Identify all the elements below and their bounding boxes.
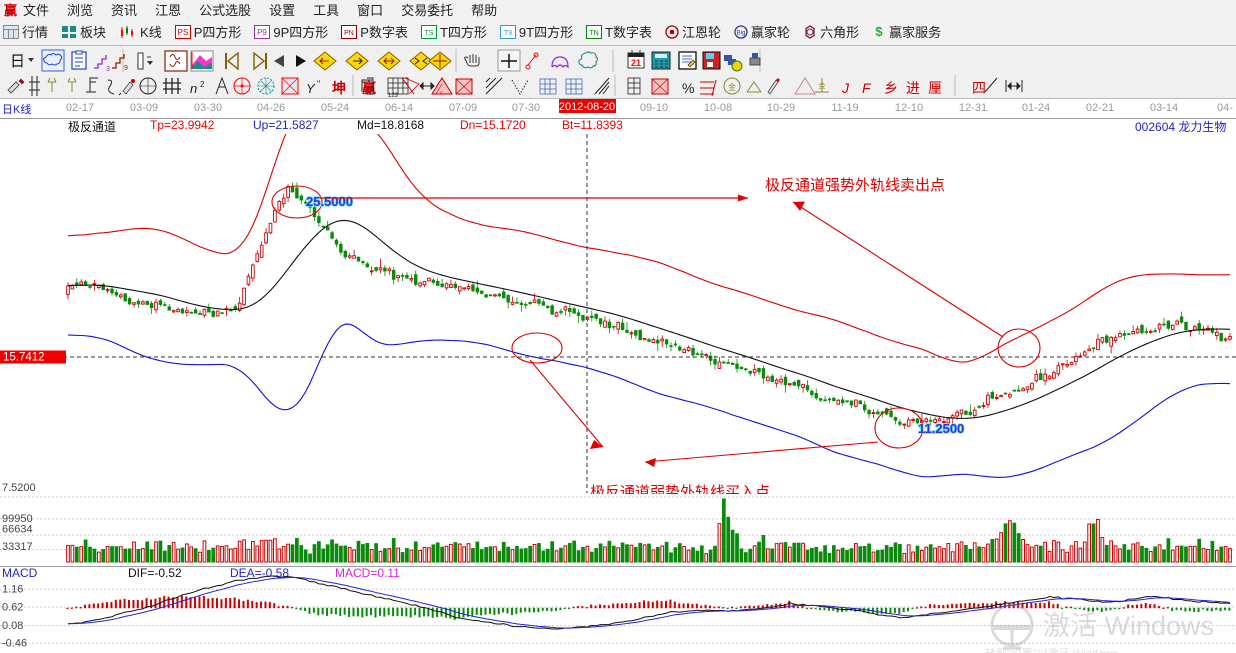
svg-text:12-31: 12-31 xyxy=(959,102,987,114)
svg-text:03-14: 03-14 xyxy=(1150,102,1178,114)
svg-text:04-26: 04-26 xyxy=(257,102,285,114)
svg-text:PN: PN xyxy=(344,30,354,37)
svg-text:金: 金 xyxy=(819,81,826,90)
svg-text:MACD=0.11: MACD=0.11 xyxy=(335,566,400,580)
svg-text:进: 进 xyxy=(906,80,920,96)
svg-text:TS: TS xyxy=(424,30,433,37)
svg-text:02-17: 02-17 xyxy=(66,102,94,114)
svg-text:极反通道强势外轨线卖出点: 极反通道强势外轨线卖出点 xyxy=(765,177,945,194)
svg-text:金: 金 xyxy=(728,82,736,92)
svg-text:Big: Big xyxy=(737,30,746,36)
svg-text:TN: TN xyxy=(589,30,598,37)
svg-text:12-10: 12-10 xyxy=(895,102,923,114)
svg-text:0.62: 0.62 xyxy=(2,601,23,613)
svg-text:F: F xyxy=(862,80,872,96)
svg-text:P9: P9 xyxy=(257,28,267,37)
svg-text:33317: 33317 xyxy=(2,541,33,553)
svg-text:DIF=-0.52: DIF=-0.52 xyxy=(128,566,182,580)
svg-text:J: J xyxy=(841,80,850,96)
svg-text:04-: 04- xyxy=(1217,102,1233,114)
svg-text:$: $ xyxy=(875,25,883,39)
svg-text:四: 四 xyxy=(972,80,986,96)
svg-text:07-09: 07-09 xyxy=(449,102,477,114)
svg-text:06-14: 06-14 xyxy=(385,102,413,114)
svg-text:MACD: MACD xyxy=(2,566,38,580)
svg-text:Y: Y xyxy=(306,81,316,96)
svg-text:2: 2 xyxy=(200,80,205,89)
svg-text:25.5000: 25.5000 xyxy=(306,194,353,209)
svg-text:07-30: 07-30 xyxy=(512,102,540,114)
svg-text:11-19: 11-19 xyxy=(831,102,858,114)
svg-text:15.7412: 15.7412 xyxy=(3,352,45,364)
svg-text:9: 9 xyxy=(124,65,128,72)
svg-text:0.08: 0.08 xyxy=(2,620,23,632)
svg-text:PS: PS xyxy=(177,28,188,37)
svg-text:01-24: 01-24 xyxy=(1022,102,1050,114)
svg-text:10-29: 10-29 xyxy=(767,102,795,114)
svg-text:09-10: 09-10 xyxy=(640,102,668,114)
svg-text:11.2500: 11.2500 xyxy=(918,421,964,436)
svg-text:乡: 乡 xyxy=(884,80,898,96)
svg-text:日: 日 xyxy=(10,53,25,70)
svg-text:厘: 厘 xyxy=(928,80,942,96)
svg-text:10-08: 10-08 xyxy=(704,102,732,114)
svg-text:-0.46: -0.46 xyxy=(2,638,27,650)
svg-text:n: n xyxy=(190,81,197,96)
svg-text:2012-08-20: 2012-08-20 xyxy=(559,101,615,113)
svg-text:03-09: 03-09 xyxy=(130,102,158,114)
svg-text:21: 21 xyxy=(631,58,641,68)
svg-text:3: 3 xyxy=(106,66,110,73)
svg-text:": " xyxy=(317,79,320,89)
svg-text:%: % xyxy=(682,80,694,96)
svg-text:02-21: 02-21 xyxy=(1086,102,1114,114)
svg-text:05-24: 05-24 xyxy=(321,102,349,114)
svg-text:66634: 66634 xyxy=(2,523,33,535)
svg-text:03-30: 03-30 xyxy=(194,102,222,114)
svg-text:T9: T9 xyxy=(504,30,512,37)
svg-text:坤: 坤 xyxy=(332,80,346,96)
svg-text:1.16: 1.16 xyxy=(2,584,23,596)
